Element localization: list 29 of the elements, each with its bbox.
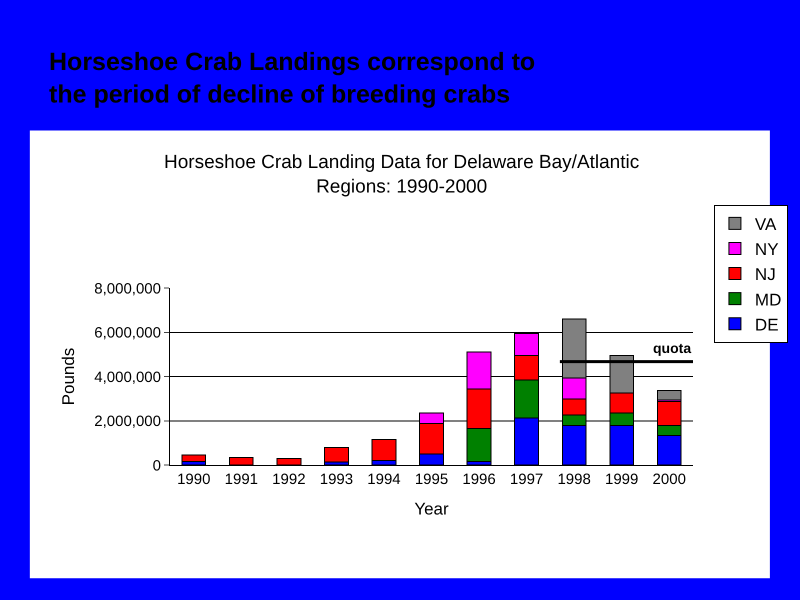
bar bbox=[372, 439, 396, 461]
bar bbox=[324, 447, 349, 463]
x-tick-label: 1996 bbox=[462, 471, 496, 488]
x-axis-title: Year bbox=[414, 499, 450, 518]
legend-label: MD bbox=[754, 290, 782, 310]
x-tick-label: 2000 bbox=[652, 471, 686, 488]
legend-label: NY bbox=[754, 240, 779, 260]
x-tick-label: 1998 bbox=[557, 471, 591, 488]
legend-label: DE bbox=[754, 315, 779, 334]
y-tick-label: 4,000,000 bbox=[94, 368, 161, 386]
y-tick-label: 0 bbox=[152, 457, 161, 474]
bar bbox=[181, 454, 206, 462]
x-tick-label: 1991 bbox=[224, 471, 258, 488]
x-tick-label: 1994 bbox=[367, 471, 401, 488]
legend-label: NJ bbox=[754, 265, 776, 284]
x-tick-label: 1997 bbox=[510, 471, 544, 488]
y-tick-label: 6,000,000 bbox=[94, 324, 161, 342]
x-tick-label: 1999 bbox=[604, 471, 638, 488]
x-tick-label: 1993 bbox=[320, 471, 354, 488]
chart-title: Horseshoe Crab Landings correspond to the period of decline of breeding crabs bbox=[49, 48, 536, 108]
chart-subtitle: Horseshoe Crab Landing Data for Delaware Bay/Atlantic Regions: 1990-2000 bbox=[164, 152, 640, 198]
y-axis-title: Pounds bbox=[58, 348, 78, 406]
legend-label: VA bbox=[754, 214, 777, 234]
x-tick-label: 1990 bbox=[177, 471, 210, 488]
y-tick-label: 8,000,000 bbox=[94, 280, 161, 298]
y-tick-label: 2,000,000 bbox=[94, 413, 161, 430]
ref-line-label: quota bbox=[653, 340, 692, 356]
x-tick-label: 1995 bbox=[414, 471, 448, 488]
x-tick-label: 1992 bbox=[272, 471, 306, 488]
